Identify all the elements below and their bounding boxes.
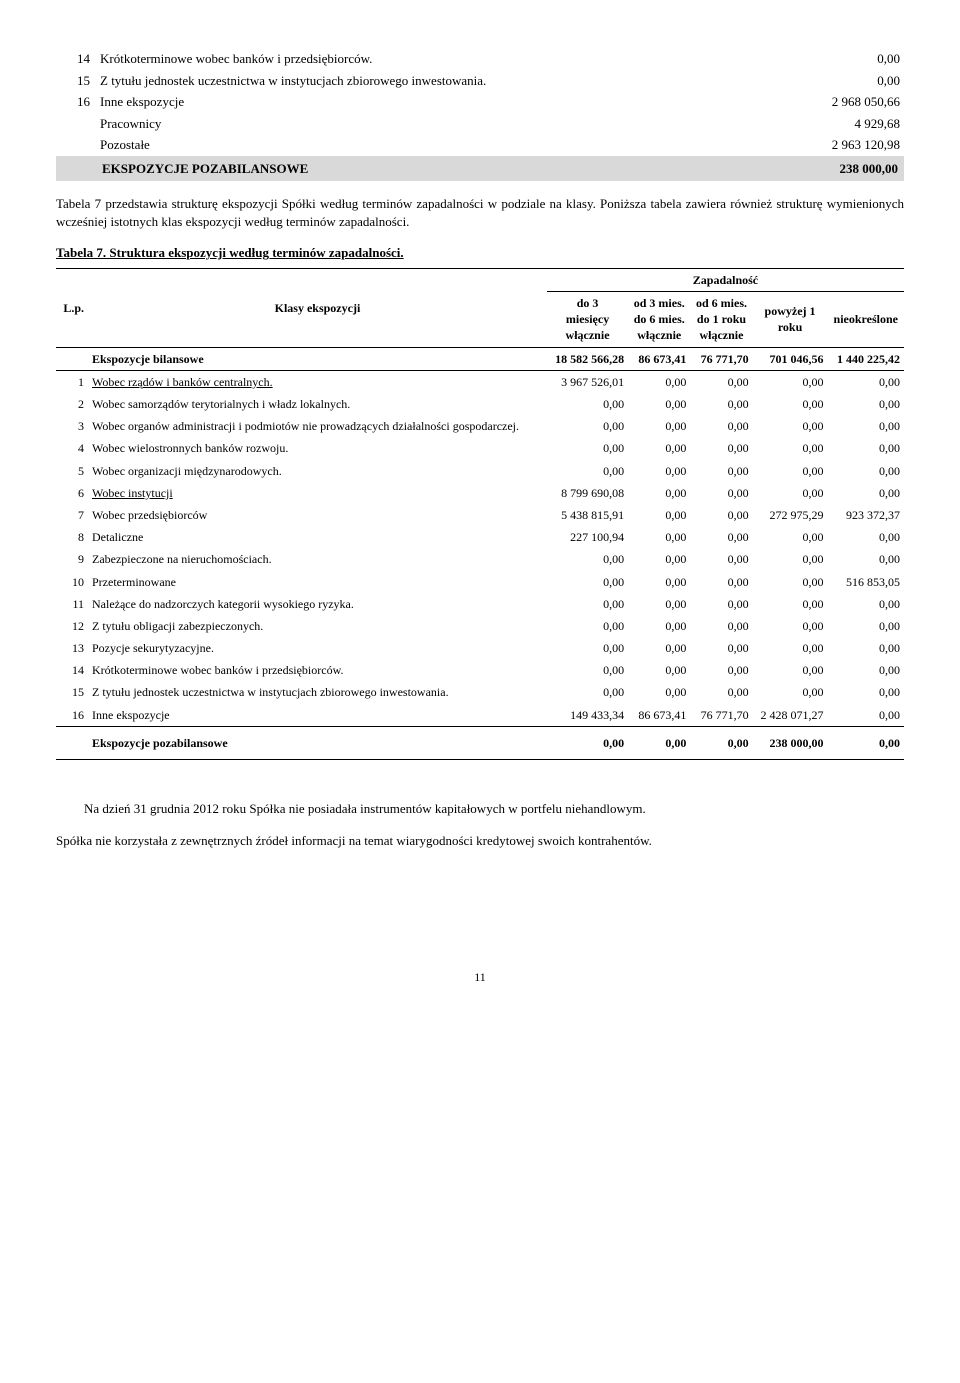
top-row: Pozostałe2 963 120,98 <box>56 134 904 156</box>
table-row: 12Z tytułu obligacji zabezpieczonych.0,0… <box>56 615 904 637</box>
table-caption: Tabela 7. Struktura ekspozycji według te… <box>56 244 904 262</box>
table-row: 8Detaliczne227 100,940,000,000,000,00 <box>56 526 904 548</box>
table-row: 15Z tytułu jednostek uczestnictwa w inst… <box>56 681 904 703</box>
table-row: 3Wobec organów administracji i podmiotów… <box>56 415 904 437</box>
table-row: 5Wobec organizacji międzynarodowych.0,00… <box>56 460 904 482</box>
maturity-table: L.p. Klasy ekspozycji Zapadalność do 3 m… <box>56 268 904 760</box>
page-number: 11 <box>56 969 904 985</box>
col-do3: do 3 miesięcy włącznie <box>547 292 628 348</box>
top-row: 14Krótkoterminowe wobec banków i przedsi… <box>56 48 904 70</box>
paragraph-intro: Tabela 7 przedstawia strukturę ekspozycj… <box>56 195 904 230</box>
table-row: 13Pozycje sekurytyzacyjne.0,000,000,000,… <box>56 637 904 659</box>
pozabilans-row: Ekspozycje pozabilansowe 0,00 0,00 0,00 … <box>56 726 904 759</box>
pozab-label: Ekspozycje pozabilansowe <box>88 726 547 759</box>
table-row: 14Krótkoterminowe wobec banków i przedsi… <box>56 659 904 681</box>
table-row: 4Wobec wielostronnych banków rozwoju.0,0… <box>56 437 904 459</box>
paragraph-3: Spółka nie korzystała z zewnętrznych źró… <box>56 832 904 850</box>
bilans-label: Ekspozycje bilansowe <box>88 347 547 370</box>
table-row: 2Wobec samorządów terytorialnych i władz… <box>56 393 904 415</box>
top-row: Pracownicy4 929,68 <box>56 113 904 135</box>
header-row-super: L.p. Klasy ekspozycji Zapadalność <box>56 268 904 291</box>
table-row: 10Przeterminowane0,000,000,000,00516 853… <box>56 571 904 593</box>
col-lp: L.p. <box>56 268 88 347</box>
table-row: 7Wobec przedsiębiorców5 438 815,910,000,… <box>56 504 904 526</box>
band-value: 238 000,00 <box>773 156 904 182</box>
table-row: 9Zabezpieczone na nieruchomościach.0,000… <box>56 548 904 570</box>
top-row: 15Z tytułu jednostek uczestnictwa w inst… <box>56 70 904 92</box>
off-balance-band: EKSPOZYCJE POZABILANSOWE 238 000,00 <box>56 156 904 182</box>
table-row: 16Inne ekspozycje149 433,3486 673,4176 7… <box>56 704 904 727</box>
top-continuation-table: 14Krótkoterminowe wobec banków i przedsi… <box>56 48 904 181</box>
table-row: 11Należące do nadzorczych kategorii wyso… <box>56 593 904 615</box>
table-row: 6Wobec instytucji8 799 690,080,000,000,0… <box>56 482 904 504</box>
table-row: 1Wobec rządów i banków centralnych.3 967… <box>56 370 904 393</box>
paragraph-2: Na dzień 31 grudnia 2012 roku Spółka nie… <box>56 800 904 818</box>
col-over1: powyżej 1 roku <box>753 292 828 348</box>
bilans-header-row: Ekspozycje bilansowe 18 582 566,28 86 67… <box>56 347 904 370</box>
col-klasy: Klasy ekspozycji <box>88 268 547 347</box>
band-label: EKSPOZYCJE POZABILANSOWE <box>96 156 773 182</box>
col-undef: nieokreślone <box>828 292 905 348</box>
col-zapadalnosc: Zapadalność <box>547 268 904 291</box>
col-3-6: od 3 mies. do 6 mies. włącznie <box>628 292 690 348</box>
top-row: 16Inne ekspozycje2 968 050,66 <box>56 91 904 113</box>
col-6-12: od 6 mies. do 1 roku włącznie <box>690 292 752 348</box>
